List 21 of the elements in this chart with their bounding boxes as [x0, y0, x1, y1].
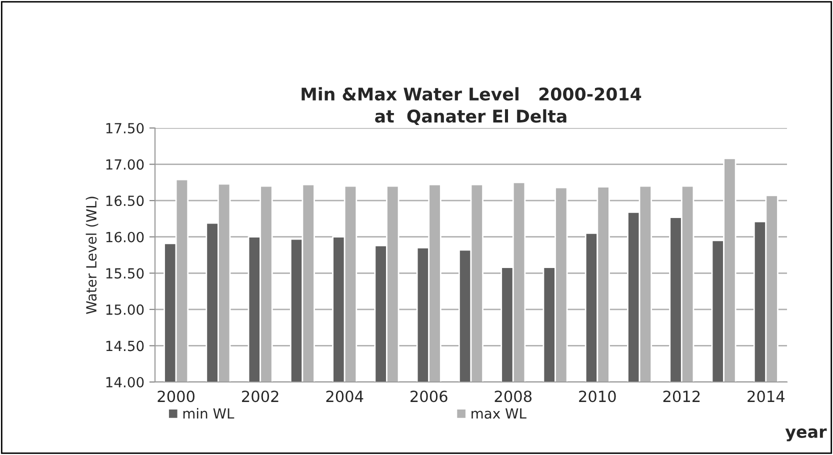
- y-axis-title: Water Level (WL): [86, 196, 98, 314]
- x-tick-label: 2006: [410, 390, 448, 402]
- y-tick-label: 15.50: [106, 268, 144, 279]
- x-tick-label: 2002: [242, 390, 278, 402]
- legend-label: max WL: [472, 408, 526, 419]
- x-tick-label: 2010: [579, 390, 616, 402]
- y-tick-label: 14.50: [106, 340, 144, 352]
- y-tick-label: 17.50: [106, 122, 144, 134]
- x-tick-label: 2008: [494, 390, 532, 402]
- y-tick-label: 14.00: [106, 376, 144, 388]
- y-tick-label: 16.00: [106, 232, 144, 242]
- x-tick-label: 2014: [748, 390, 785, 402]
- y-tick-label: 16.50: [106, 196, 144, 206]
- legend-label: min WL: [183, 408, 234, 419]
- x-tick-label: 2012: [663, 390, 700, 402]
- x-tick-label: 2000: [158, 390, 194, 402]
- chart-title: Min &Max Water Level 2000-2014 at Qanater El Delta: [302, 87, 642, 125]
- x-axis-title: year: [785, 428, 827, 442]
- y-tick-label: 17.00: [106, 159, 144, 170]
- y-tick-label: 15.00: [106, 304, 144, 315]
- x-tick-label: 2004: [326, 390, 364, 402]
